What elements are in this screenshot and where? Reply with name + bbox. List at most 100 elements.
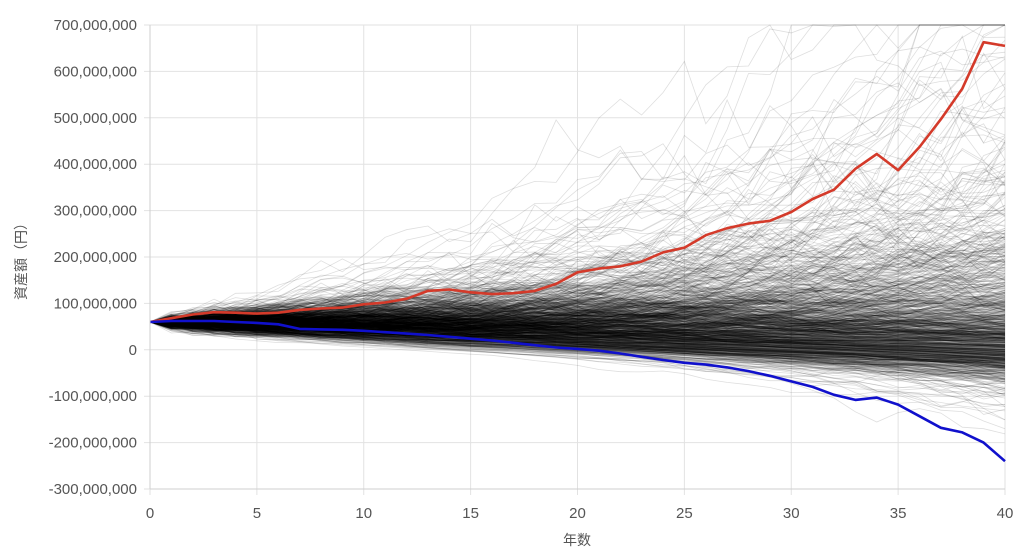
simulation-path-line: [149, 316, 1006, 342]
simulation-path-line: [149, 313, 1006, 333]
simulation-path-line: [149, 319, 1006, 333]
simulation-path-line: [149, 321, 1006, 343]
simulation-path-line: [149, 321, 1006, 408]
simulation-path-line: [149, 317, 1006, 339]
simulation-path-line: [149, 320, 1006, 368]
simulation-path-line: [149, 193, 1006, 323]
simulation-path-line: [149, 286, 1006, 326]
simulation-path-line: [149, 304, 1006, 329]
simulation-path-line: [149, 298, 1006, 337]
simulation-path-line: [149, 300, 1006, 330]
simulation-path-line: [149, 317, 1006, 341]
simulation-path-line: [149, 298, 1006, 327]
simulation-path-line: [149, 315, 1006, 330]
simulation-path-line: [149, 287, 1006, 328]
simulation-path-line: [149, 321, 1006, 338]
simulation-path-line: [149, 317, 1006, 363]
simulation-path-line: [149, 319, 1006, 341]
simulation-path-line: [149, 275, 1006, 328]
simulation-path-line: [149, 321, 1006, 375]
simulation-path-line: [149, 310, 1006, 331]
simulation-path-line: [149, 311, 1006, 330]
simulation-path-line: [149, 315, 1006, 335]
simulation-path-line: [149, 321, 1006, 408]
simulation-path-line: [149, 318, 1006, 351]
simulation-path-line: [149, 321, 1006, 351]
simulation-path-line: [149, 301, 1006, 340]
simulation-path-line: [149, 321, 1006, 337]
simulation-path-line: [149, 317, 1006, 351]
simulation-path-line: [149, 314, 1006, 366]
y-tick-label: 300,000,000: [54, 203, 137, 220]
simulation-path-line: [149, 236, 1006, 328]
simulation-path-line: [149, 312, 1006, 338]
simulation-path-line: [149, 303, 1006, 340]
simulation-path-line: [149, 275, 1006, 328]
simulation-path-line: [149, 299, 1006, 329]
simulation-path-line: [149, 287, 1006, 323]
simulation-path-line: [149, 316, 1006, 336]
simulation-path-line: [149, 293, 1006, 330]
simulation-path-line: [149, 319, 1006, 353]
simulation-path-line: [149, 321, 1006, 380]
simulation-path-line: [149, 317, 1006, 357]
simulation-path-line: [149, 224, 1006, 327]
simulation-path-line: [149, 305, 1006, 340]
simulation-path-line: [149, 311, 1006, 330]
simulation-path-line: [149, 252, 1006, 326]
simulation-path-line: [149, 251, 1006, 327]
simulation-path-line: [149, 241, 1006, 328]
simulation-path-line: [149, 321, 1006, 370]
simulation-path-line: [149, 265, 1006, 326]
simulation-path-line: [149, 319, 1006, 366]
simulation-path-line: [149, 321, 1006, 355]
simulation-path-line: [149, 255, 1006, 326]
simulation-path-line: [149, 24, 1005, 323]
simulation-path-line: [149, 315, 1006, 335]
simulation-path-line: [149, 319, 1006, 360]
simulation-path-line: [149, 321, 1006, 338]
simulation-path-line: [149, 141, 1006, 326]
simulation-path-line: [149, 270, 1006, 325]
simulation-path-line: [149, 320, 1006, 372]
simulation-path-line: [149, 298, 1006, 328]
simulation-path-line: [149, 105, 1006, 324]
simulation-path-line: [149, 321, 1006, 362]
simulation-path-line: [149, 227, 1006, 324]
simulation-path-line: [149, 318, 1006, 365]
simulation-path-line: [149, 312, 1006, 365]
simulation-path-line: [149, 248, 1006, 325]
simulation-path-line: [149, 279, 1006, 331]
simulation-path-line: [149, 320, 1006, 339]
simulation-path-line: [149, 312, 1006, 335]
simulation-path-line: [149, 313, 1006, 338]
simulation-path-line: [149, 301, 1006, 325]
simulation-path-line: [149, 300, 1006, 329]
simulation-path-line: [149, 314, 1006, 332]
simulation-path-line: [149, 319, 1006, 346]
simulation-path-line: [149, 321, 1006, 362]
simulation-path-line: [149, 321, 1006, 348]
simulation-path-line: [149, 287, 1006, 326]
simulation-path-line: [149, 317, 1006, 366]
simulation-path-line: [149, 307, 1006, 327]
best-case-series-line: [149, 40, 1006, 324]
simulation-path-line: [149, 320, 1006, 381]
simulation-path-line: [149, 297, 1006, 329]
simulation-path-line: [149, 311, 1006, 340]
simulation-path-line: [149, 321, 1006, 389]
simulation-path-line: [149, 286, 1006, 329]
simulation-path-line: [149, 320, 1006, 355]
simulation-path-line: [149, 314, 1006, 350]
simulation-path-line: [149, 311, 1006, 373]
simulation-path-line: [149, 294, 1006, 331]
simulation-path-line: [149, 320, 1006, 368]
simulation-path-line: [149, 252, 1006, 325]
simulation-path-line: [149, 319, 1006, 379]
simulation-path-line: [149, 219, 1006, 323]
simulation-path-line: [149, 24, 1005, 329]
simulation-path-line: [149, 321, 1006, 362]
simulation-path-line: [149, 231, 1006, 324]
simulation-path-line: [149, 260, 1006, 325]
simulation-path-line: [149, 321, 1006, 347]
